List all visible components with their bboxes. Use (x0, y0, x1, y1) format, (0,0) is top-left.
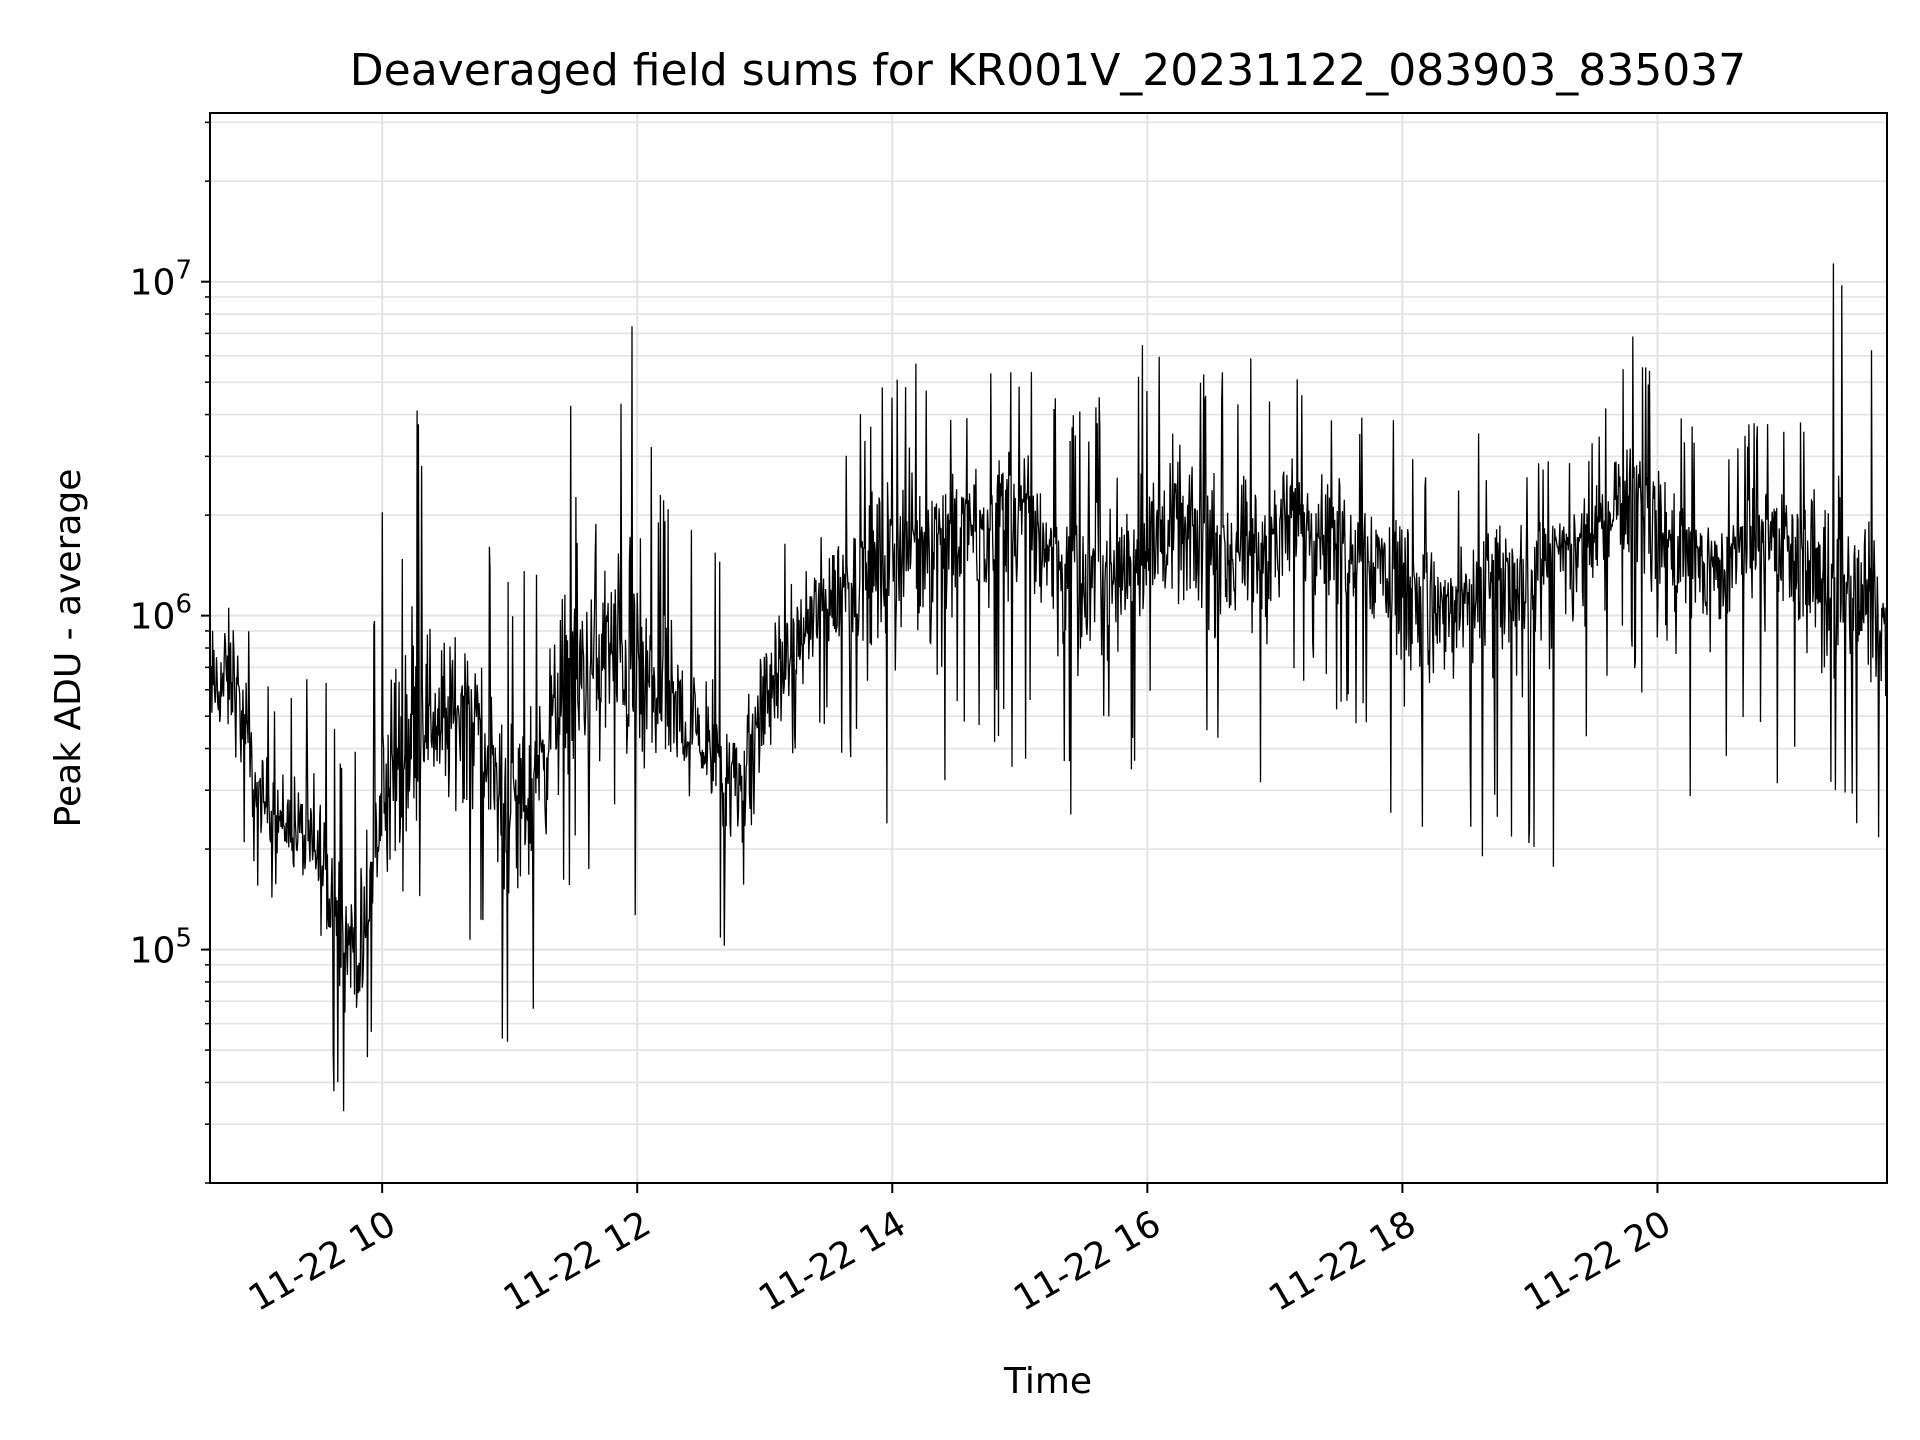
series-line (209, 263, 1888, 1112)
y-tick-label: 106 (130, 590, 192, 638)
x-axis-label: Time (1003, 1361, 1092, 1402)
y-axis-label: Peak ADU - average (48, 469, 89, 828)
grid (210, 113, 1887, 1184)
data-series (209, 263, 1888, 1112)
y-tick-label: 105 (130, 924, 192, 972)
y-tick-label: 107 (130, 256, 192, 304)
chart-title: Deaveraged field sums for KR001V_2023112… (350, 45, 1746, 96)
